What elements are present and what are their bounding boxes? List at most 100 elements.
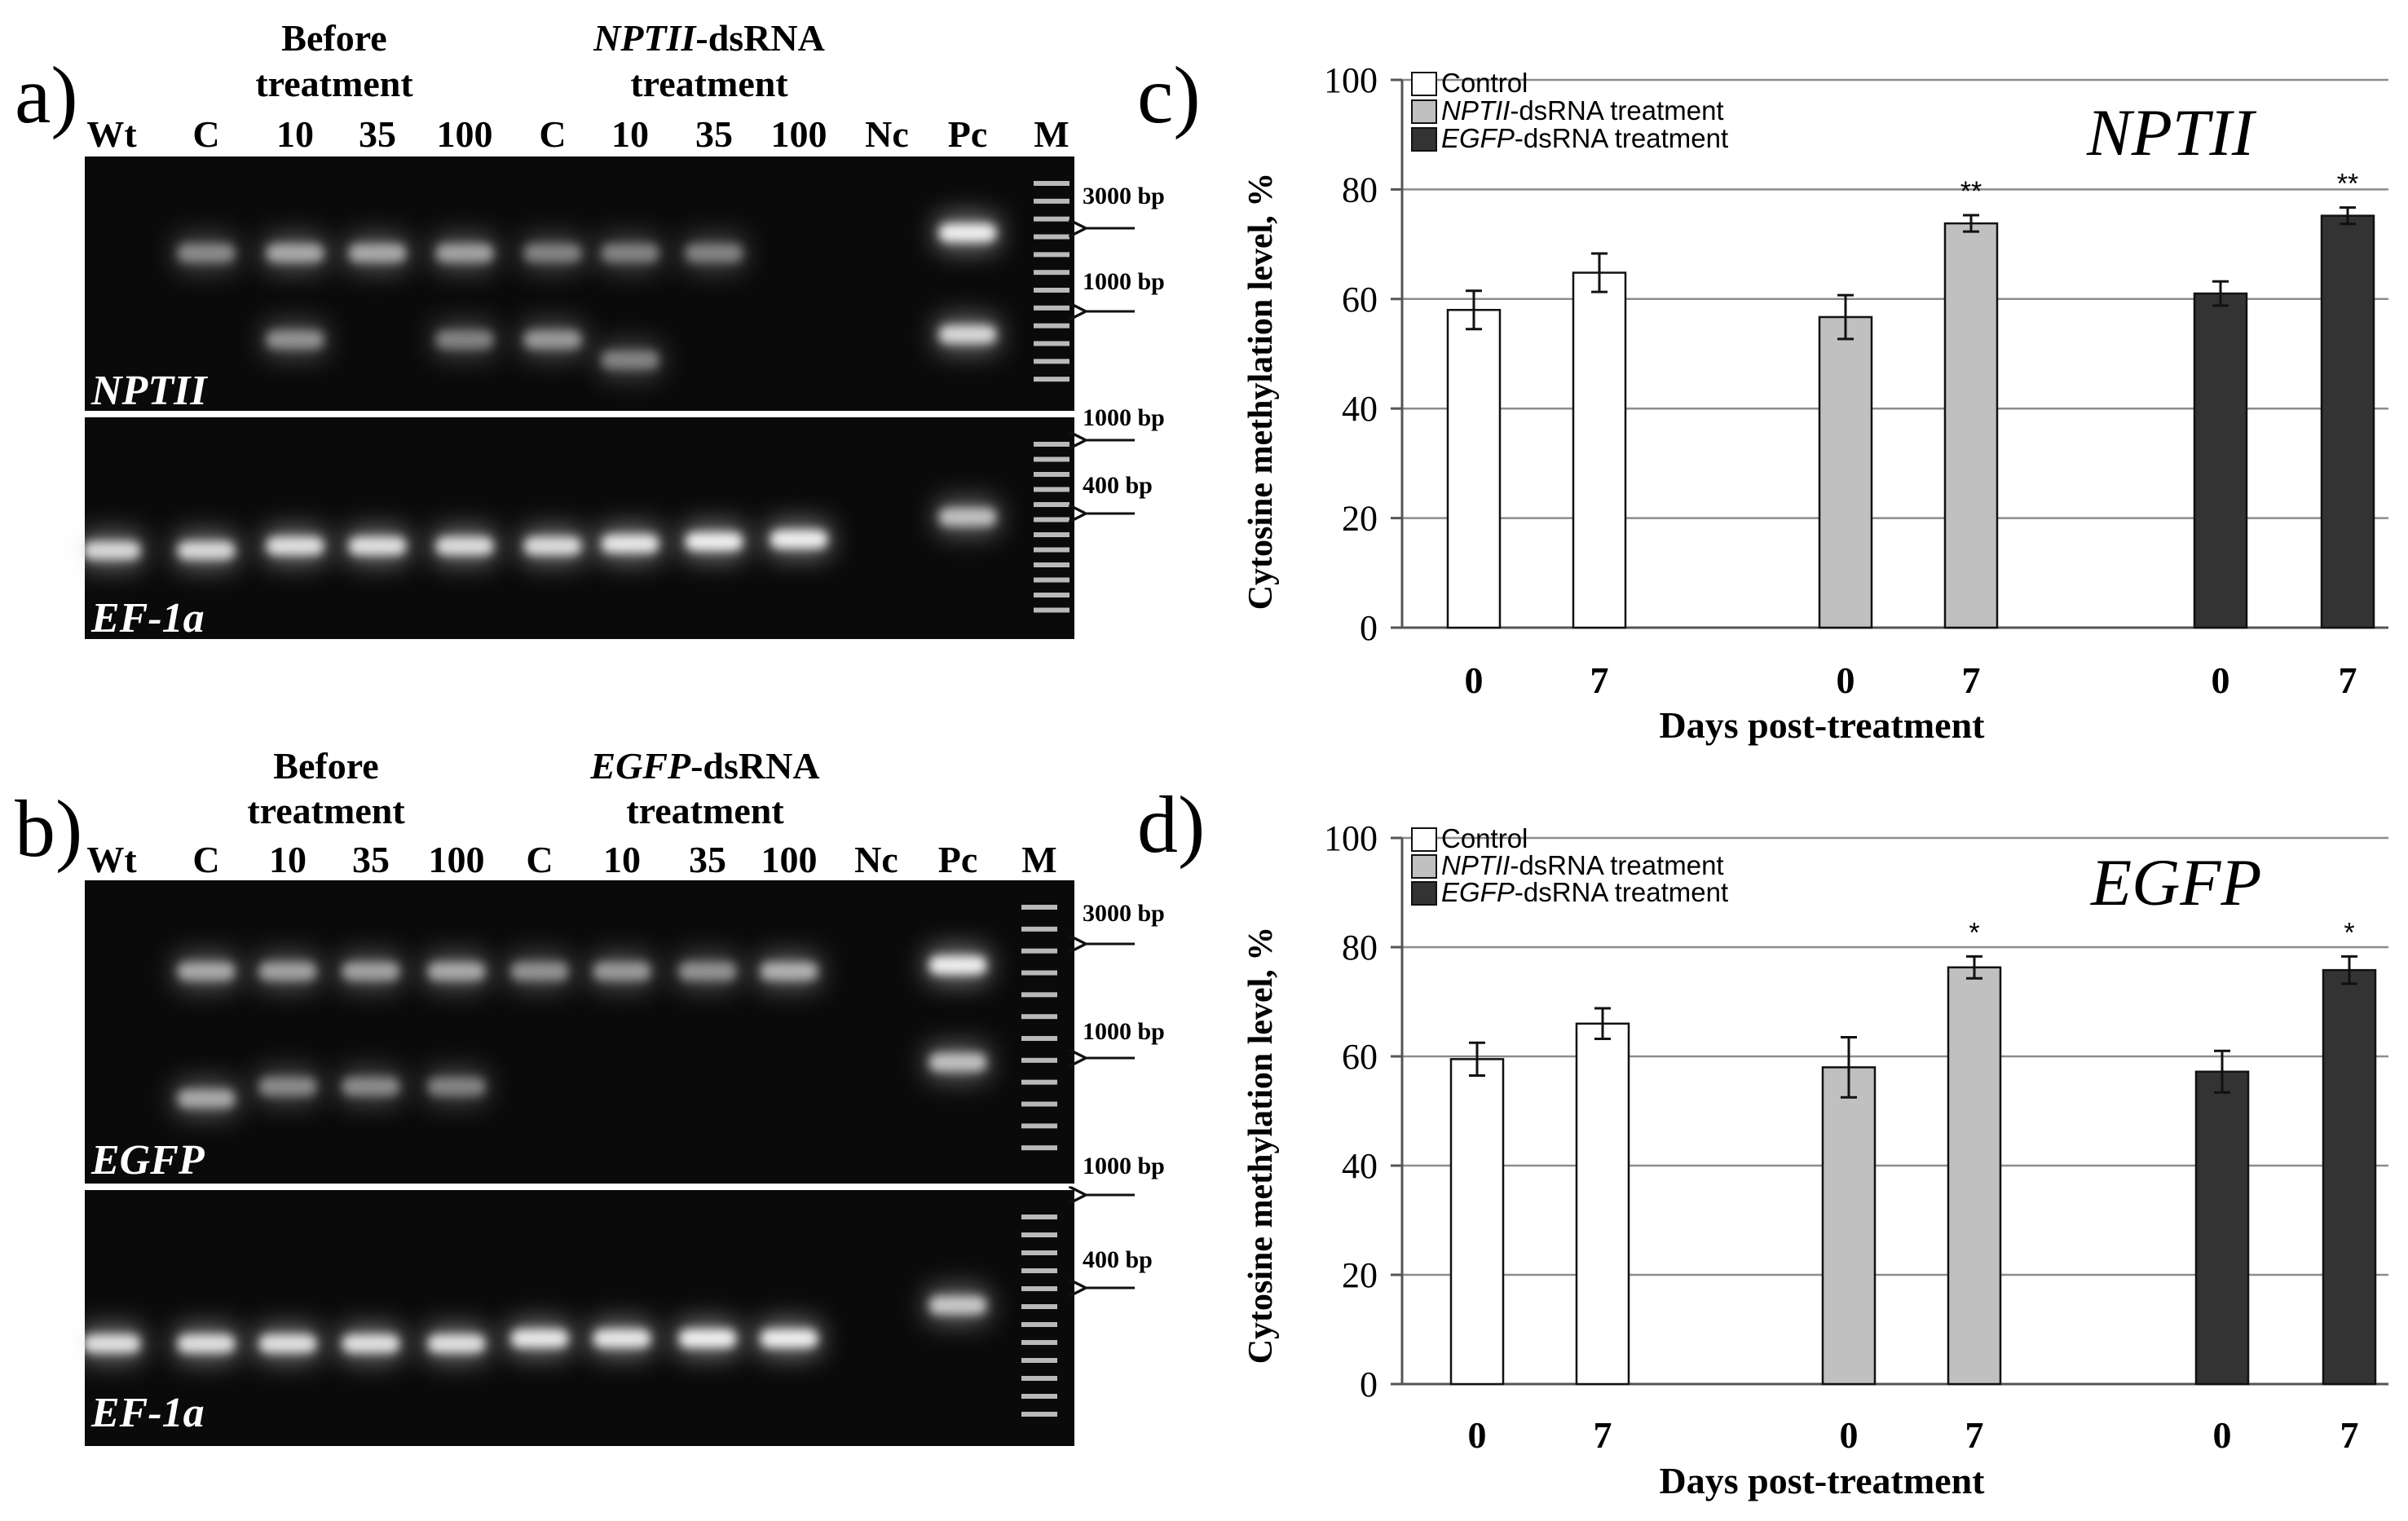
lane-label: M	[1034, 113, 1069, 155]
group2-title: EGFP-dsRNA	[589, 745, 819, 787]
gel-band	[929, 1053, 986, 1072]
panel-label-b: b)	[15, 783, 82, 874]
gel-band	[524, 330, 581, 349]
gel-divider-a	[85, 411, 1074, 417]
bar	[1821, 1066, 1877, 1386]
ladder-band	[1034, 472, 1069, 477]
gel-band	[524, 536, 581, 555]
ladder-band	[1021, 905, 1057, 910]
gel-band	[602, 244, 659, 262]
gel-image-bottom-a	[85, 417, 1074, 639]
group2-title: NPTII-dsRNA	[593, 17, 825, 59]
ladder-band	[1021, 1394, 1057, 1399]
ladder-band	[1034, 607, 1069, 613]
ladder-band	[1034, 234, 1069, 240]
ladder-band	[1034, 198, 1069, 204]
gel-band	[686, 244, 743, 262]
bar	[2193, 292, 2248, 629]
ladder-band	[1021, 1215, 1057, 1219]
x-tick-label: 0	[1840, 1414, 1859, 1456]
significance-marker: **	[1960, 176, 1982, 207]
ladder-band	[1034, 456, 1069, 462]
legend-label: Control	[1441, 823, 1528, 853]
panel-label-a: a)	[15, 50, 78, 140]
legend-label: EGFP-dsRNA treatment	[1441, 123, 1728, 153]
bar	[1818, 315, 1873, 629]
ladder-band	[1034, 181, 1069, 186]
legend-swatch	[1411, 127, 1437, 152]
gel-band	[259, 1077, 316, 1096]
ladder-band	[1021, 1358, 1057, 1363]
gel-band	[593, 1329, 651, 1348]
gel-panel-b: b) Before treatment EGFP-dsRNA treatment…	[15, 745, 1165, 1446]
gel-band	[349, 536, 406, 555]
ladder-b	[1021, 905, 1057, 1417]
ladder-band	[1021, 1101, 1057, 1107]
gel-band	[686, 532, 743, 551]
bar	[1947, 966, 2002, 1386]
ladder-a	[1034, 181, 1069, 613]
x-tick-label: 7	[1590, 659, 1609, 701]
gel-band	[83, 1334, 140, 1353]
size-marker-label: 400 bp	[1083, 1246, 1153, 1273]
x-axis-label-c: Days post-treatment	[1659, 704, 1985, 746]
lane-label: 100	[429, 839, 485, 880]
ladder-band	[1034, 517, 1069, 522]
ladder-band	[1021, 1014, 1057, 1020]
size-markers-a: 3000 bp 1000 bp 1000 bp 400 bp	[1083, 183, 1165, 514]
lane-label: 100	[437, 113, 493, 155]
bar-chart-c: c) NPTII Cytosine methylation level, % D…	[1137, 50, 2388, 746]
y-axis-label-c: Cytosine methylation level, %	[1242, 173, 1280, 611]
x-tick-label: 7	[1962, 659, 1981, 701]
ladder-band	[1034, 323, 1069, 328]
lane-label: Wt	[86, 113, 137, 155]
ladder-band	[1034, 216, 1069, 222]
bar-chart-d: d) EGFP Cytosine methylation level, % Da…	[1137, 779, 2388, 1501]
lane-label: 35	[352, 839, 390, 880]
gel-band	[679, 962, 736, 981]
gel-band	[267, 330, 324, 349]
legend-swatch	[1411, 854, 1437, 879]
gel-band	[602, 535, 659, 553]
gel-band	[428, 1077, 485, 1096]
size-marker-label: 3000 bp	[1083, 900, 1165, 927]
significance-marker: *	[1969, 917, 1979, 948]
chart-title-d: EGFP	[2090, 845, 2261, 919]
ladder-band	[1021, 948, 1057, 954]
x-tick-label: 0	[2213, 1414, 2232, 1456]
lane-label: 100	[771, 113, 827, 155]
gel-divider-b	[85, 1184, 1074, 1190]
lane-label: 10	[611, 113, 649, 155]
lane-label: C	[192, 839, 219, 880]
gel-band	[428, 1334, 485, 1353]
group2-title-line2: treatment	[626, 790, 784, 831]
gel-band	[524, 244, 581, 262]
lane-labels-a: Wt C 10 35 100 C 10 35 100 Nc Pc M	[86, 113, 1069, 155]
gel-band	[259, 1334, 316, 1353]
x-tick-label: 7	[1965, 1414, 1984, 1456]
legend-swatch	[1411, 881, 1437, 906]
gel-band	[267, 536, 324, 555]
x-tick-label: 0	[1837, 659, 1855, 701]
bar	[2322, 968, 2377, 1386]
ladder-band	[1021, 1123, 1057, 1129]
ladder-band	[1034, 252, 1069, 258]
ladder-band	[1034, 547, 1069, 553]
size-marker-label: 1000 bp	[1083, 268, 1165, 295]
gel-band	[428, 962, 485, 981]
gel-label-bottom-b: EF-1a	[90, 1390, 205, 1436]
gel-band	[511, 962, 568, 981]
ladder-band	[1021, 970, 1057, 976]
ladder-band	[1021, 1268, 1057, 1273]
x-tick-label: 0	[1465, 659, 1484, 701]
lane-label: Wt	[86, 839, 137, 880]
size-markers-b: 3000 bp 1000 bp 1000 bp 400 bp	[1083, 900, 1165, 1288]
ladder-band	[1021, 1340, 1057, 1345]
ladder-band	[1021, 1322, 1057, 1327]
legend-swatch	[1411, 99, 1437, 124]
ladder-band	[1021, 992, 1057, 998]
ladder-band	[1021, 1145, 1057, 1151]
lane-label: Pc	[938, 839, 978, 880]
